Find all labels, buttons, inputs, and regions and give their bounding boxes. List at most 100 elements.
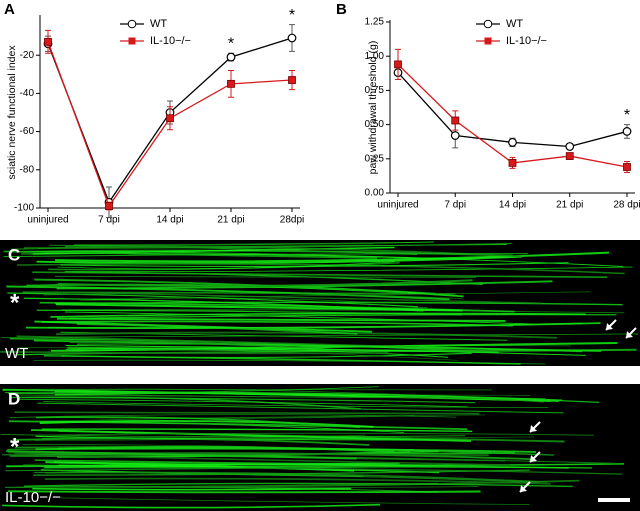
panel-label: B — [336, 1, 347, 18]
fiber — [7, 490, 481, 494]
fiber — [34, 471, 538, 483]
fiber — [2, 503, 380, 509]
fiber — [40, 414, 486, 422]
marker — [565, 142, 575, 151]
marker — [166, 114, 174, 123]
fiber — [52, 486, 479, 488]
y-tick-label: 1.00 — [365, 51, 385, 62]
fiber — [55, 251, 610, 263]
x-tick-label: 7 dpi — [444, 200, 466, 211]
series-line — [397, 63, 628, 168]
fiber — [10, 396, 362, 410]
panel-label: A — [4, 1, 15, 18]
fiber — [61, 309, 625, 314]
fiber — [32, 487, 351, 491]
fiber — [37, 402, 564, 414]
fiber — [65, 345, 586, 356]
fiber — [64, 311, 532, 325]
marker: * — [10, 433, 20, 460]
fiber — [43, 355, 521, 365]
arrow-head — [530, 425, 537, 432]
legend-label: WT — [150, 18, 167, 30]
fiber — [0, 434, 466, 438]
fiber — [16, 394, 496, 399]
legend-label: WT — [506, 18, 523, 30]
fiber — [44, 466, 592, 469]
marker — [394, 60, 402, 69]
legend-label: IL-10−/− — [150, 35, 191, 47]
fiber — [30, 429, 471, 442]
fiber — [43, 401, 549, 408]
marker — [288, 76, 296, 84]
arrow-head — [520, 485, 527, 492]
y-tick-label: 1.25 — [365, 17, 385, 28]
fiber — [57, 261, 395, 270]
marker — [450, 131, 460, 140]
marker — [623, 163, 631, 171]
fiber — [24, 482, 573, 488]
fiber — [35, 447, 537, 453]
fiber — [63, 291, 591, 300]
arrow-head — [530, 455, 537, 462]
fiber — [2, 453, 510, 466]
y-tick-label: -40 — [20, 88, 35, 99]
fiber — [0, 350, 389, 355]
marker — [508, 159, 517, 167]
fiber — [36, 309, 462, 316]
fiber — [6, 462, 400, 468]
marker — [44, 37, 52, 46]
fiber — [54, 275, 476, 278]
fiber — [9, 414, 457, 418]
y-axis-label: paw withdrawal threshold (g) — [367, 41, 379, 175]
series-line — [397, 72, 628, 148]
fiber — [65, 347, 449, 358]
fiber — [64, 266, 633, 273]
fiber — [33, 469, 530, 476]
fiber — [57, 279, 473, 288]
fiber — [2, 388, 551, 402]
legend-label: IL-10−/− — [506, 35, 547, 47]
scale-bar — [598, 498, 630, 502]
x-tick-label: 28dpi — [280, 215, 304, 226]
fiber — [6, 450, 357, 460]
fiber — [56, 317, 506, 322]
fiber — [41, 320, 513, 327]
fiber — [32, 271, 608, 279]
y-tick-label: -80 — [20, 164, 35, 175]
panel-label: C — [8, 245, 20, 264]
x-tick-label: 14 dpi — [156, 215, 183, 226]
y-tick-label: -100 — [14, 203, 34, 214]
x-tick-label: 7 dpi — [98, 215, 120, 226]
caption: IL-10−/− — [5, 489, 61, 506]
fiber — [56, 331, 558, 339]
fiber — [22, 396, 476, 404]
fiber — [60, 262, 569, 267]
legend-marker — [483, 19, 493, 29]
x-tick-label: uninjured — [377, 200, 418, 211]
x-tick-label: uninjured — [27, 215, 68, 226]
marker — [622, 127, 632, 136]
fiber — [27, 284, 409, 294]
fiber — [37, 242, 513, 249]
marker: * — [10, 289, 20, 316]
fiber — [7, 391, 600, 404]
x-tick-label: 28 dpi — [613, 200, 640, 211]
marker — [227, 79, 235, 88]
y-tick-label: 0.75 — [365, 85, 385, 96]
significance-marker: * — [289, 7, 295, 24]
fiber — [17, 398, 468, 408]
fiber — [43, 467, 623, 475]
y-tick-label: 0.25 — [365, 153, 385, 164]
fiber — [10, 242, 374, 251]
legend-marker — [484, 37, 492, 45]
arrow-head — [626, 331, 633, 338]
x-tick-label: 21 dpi — [556, 200, 583, 211]
x-tick-label: 21 dpi — [217, 215, 244, 226]
significance-marker: * — [228, 36, 234, 53]
fiber — [36, 416, 360, 429]
legend-marker — [127, 19, 137, 29]
marker — [226, 52, 236, 62]
fiber — [3, 250, 378, 259]
marker — [105, 202, 113, 210]
